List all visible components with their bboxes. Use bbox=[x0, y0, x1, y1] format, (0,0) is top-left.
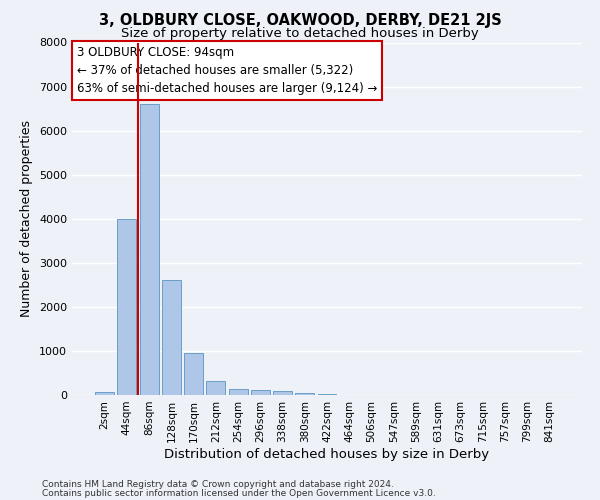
Text: Size of property relative to detached houses in Derby: Size of property relative to detached ho… bbox=[121, 28, 479, 40]
Bar bbox=[140, 104, 158, 395]
X-axis label: Distribution of detached houses by size in Derby: Distribution of detached houses by size … bbox=[164, 448, 490, 460]
Bar bbox=[162, 280, 181, 395]
Bar bbox=[118, 219, 136, 395]
Y-axis label: Number of detached properties: Number of detached properties bbox=[20, 120, 34, 318]
Text: 3 OLDBURY CLOSE: 94sqm
← 37% of detached houses are smaller (5,322)
63% of semi-: 3 OLDBURY CLOSE: 94sqm ← 37% of detached… bbox=[77, 46, 377, 95]
Bar bbox=[317, 394, 337, 395]
Bar bbox=[229, 390, 248, 395]
Bar bbox=[273, 391, 292, 395]
Bar bbox=[95, 392, 114, 395]
Bar bbox=[251, 390, 270, 395]
Bar bbox=[184, 353, 203, 395]
Bar bbox=[206, 382, 225, 395]
Text: Contains HM Land Registry data © Crown copyright and database right 2024.: Contains HM Land Registry data © Crown c… bbox=[42, 480, 394, 489]
Text: 3, OLDBURY CLOSE, OAKWOOD, DERBY, DE21 2JS: 3, OLDBURY CLOSE, OAKWOOD, DERBY, DE21 2… bbox=[98, 12, 502, 28]
Bar bbox=[295, 393, 314, 395]
Text: Contains public sector information licensed under the Open Government Licence v3: Contains public sector information licen… bbox=[42, 488, 436, 498]
